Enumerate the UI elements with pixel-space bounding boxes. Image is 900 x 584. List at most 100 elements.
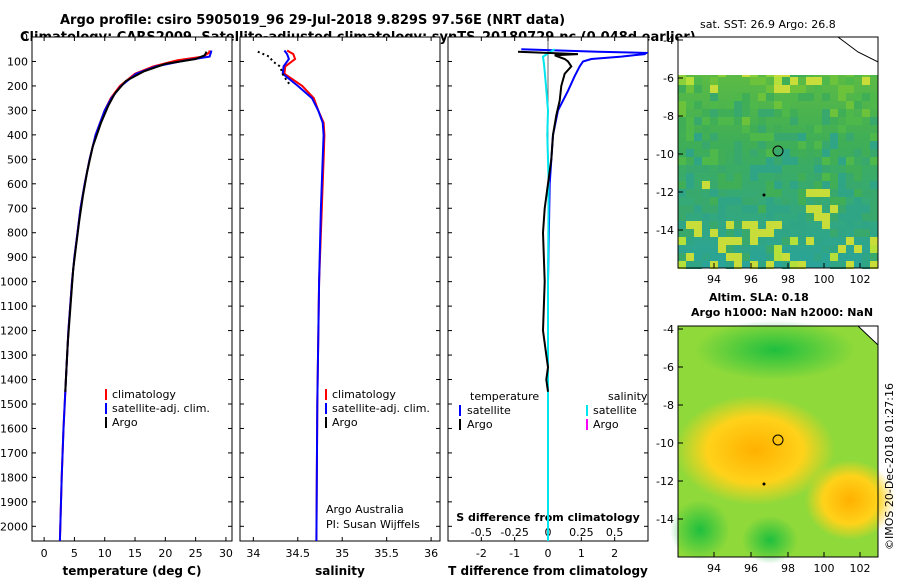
sst-pixel <box>870 157 878 165</box>
sst-pixel <box>734 245 742 253</box>
sst-pixel <box>790 109 798 117</box>
sst-pixel <box>678 181 686 189</box>
sst-pixel <box>766 157 774 165</box>
sst-pixel <box>734 93 742 101</box>
difference-x-tick-label: -1 <box>509 547 520 560</box>
sla-map-subtitle: Argo h1000: NaN h2000: NaN <box>691 306 873 319</box>
sst-pixel <box>830 229 838 237</box>
difference-series-s-satellite <box>541 48 556 541</box>
sst-map-ticks: 94 96 98 100 102 -4 -6 -8 -10 -12 -14 <box>656 34 870 286</box>
sst-pixel <box>750 133 758 141</box>
depth-tick-label: 700 <box>7 202 28 215</box>
sst-pixel <box>734 261 742 269</box>
sst-pixel <box>742 245 750 253</box>
sst-pixel <box>838 245 846 253</box>
footer-credit: ©IMOS 20-Dec-2018 01:27:16 <box>883 383 896 550</box>
sst-pixel <box>710 221 718 229</box>
sst-pixel <box>718 213 726 221</box>
sst-pixel <box>750 205 758 213</box>
depth-tick-label: 900 <box>7 251 28 264</box>
depth-tick-label: 2000 <box>0 520 28 533</box>
sst-pixel <box>718 237 726 245</box>
sst-pixel <box>710 181 718 189</box>
sst-pixel <box>750 125 758 133</box>
sla-map-low-3 <box>742 516 798 564</box>
sst-pixel <box>718 109 726 117</box>
temperature-legend-swatch <box>105 403 107 414</box>
sst-pixel <box>758 261 766 269</box>
difference-legend-swatch <box>459 419 461 430</box>
sst-pixel <box>726 237 734 245</box>
sst-pixel <box>814 165 822 173</box>
sst-pixel <box>726 101 734 109</box>
sst-pixel <box>750 77 758 85</box>
sst-pixel <box>806 213 814 221</box>
sla-map-title: Altim. SLA: 0.18 <box>709 291 809 304</box>
s-difference-tick-label: 0.5 <box>606 526 624 539</box>
sst-pixel <box>798 197 806 205</box>
sst-pixel <box>846 85 854 93</box>
sst-pixel <box>758 189 766 197</box>
sst-pixel <box>822 157 830 165</box>
sst-pixel <box>774 245 782 253</box>
sst-pixel <box>870 117 878 125</box>
sst-pixel <box>726 109 734 117</box>
salinity-x-tick-label: 34 <box>246 547 260 560</box>
difference-legend-label: Argo <box>593 418 619 431</box>
sst-pixel <box>750 237 758 245</box>
sst-pixel <box>774 85 782 93</box>
sst-pixel <box>742 197 750 205</box>
sst-pixel <box>678 157 686 165</box>
sst-pixel <box>830 189 838 197</box>
sst-pixel <box>830 181 838 189</box>
depth-tick-label: 1300 <box>0 349 28 362</box>
sst-pixel <box>702 157 710 165</box>
sst-pixel <box>734 221 742 229</box>
sst-pixel <box>838 261 846 269</box>
sst-pixel <box>694 85 702 93</box>
sst-pixel <box>782 77 790 85</box>
sst-pixel <box>782 149 790 157</box>
difference-legend-label: satellite <box>467 404 511 417</box>
sst-pixel <box>750 197 758 205</box>
sst-map-frame <box>677 36 879 269</box>
sst-map-cloud-gap <box>678 37 878 75</box>
difference-x-tick-label: -2 <box>476 547 487 560</box>
sst-pixel <box>694 261 702 269</box>
sst-pixel <box>710 133 718 141</box>
sst-pixel <box>846 173 854 181</box>
sst-pixel <box>686 77 694 85</box>
sst-pixel <box>702 141 710 149</box>
difference-legend-swatch <box>459 405 461 416</box>
sst-pixel <box>830 141 838 149</box>
sst-pixel <box>766 133 774 141</box>
sst-pixel <box>798 229 806 237</box>
sst-pixel <box>734 237 742 245</box>
difference-x-tick-label: 1 <box>578 547 585 560</box>
temperature-x-tick-label: 10 <box>98 547 112 560</box>
sst-pixel <box>854 245 862 253</box>
sst-pixel <box>798 85 806 93</box>
sst-pixel <box>862 77 870 85</box>
sst-pixel <box>694 157 702 165</box>
sst-pixel <box>822 141 830 149</box>
sst-pixel <box>718 117 726 125</box>
sst-pixel <box>830 205 838 213</box>
salinity-series-satellite-adj-clim- <box>281 49 325 541</box>
sst-pixel <box>798 189 806 197</box>
map-x-tick-label: 96 <box>744 562 758 575</box>
sst-pixel <box>702 165 710 173</box>
sst-pixel <box>822 93 830 101</box>
sst-pixel <box>774 221 782 229</box>
sst-pixel <box>726 261 734 269</box>
sst-pixel <box>686 125 694 133</box>
sst-pixel <box>742 101 750 109</box>
sst-pixel <box>870 189 878 197</box>
sst-pixel <box>726 197 734 205</box>
sst-pixel <box>798 237 806 245</box>
map-y-tick-label: -12 <box>656 186 674 199</box>
sst-pixel <box>830 117 838 125</box>
depth-tick-label: 1200 <box>0 325 28 338</box>
sst-pixel <box>846 237 854 245</box>
sst-pixel <box>862 221 870 229</box>
